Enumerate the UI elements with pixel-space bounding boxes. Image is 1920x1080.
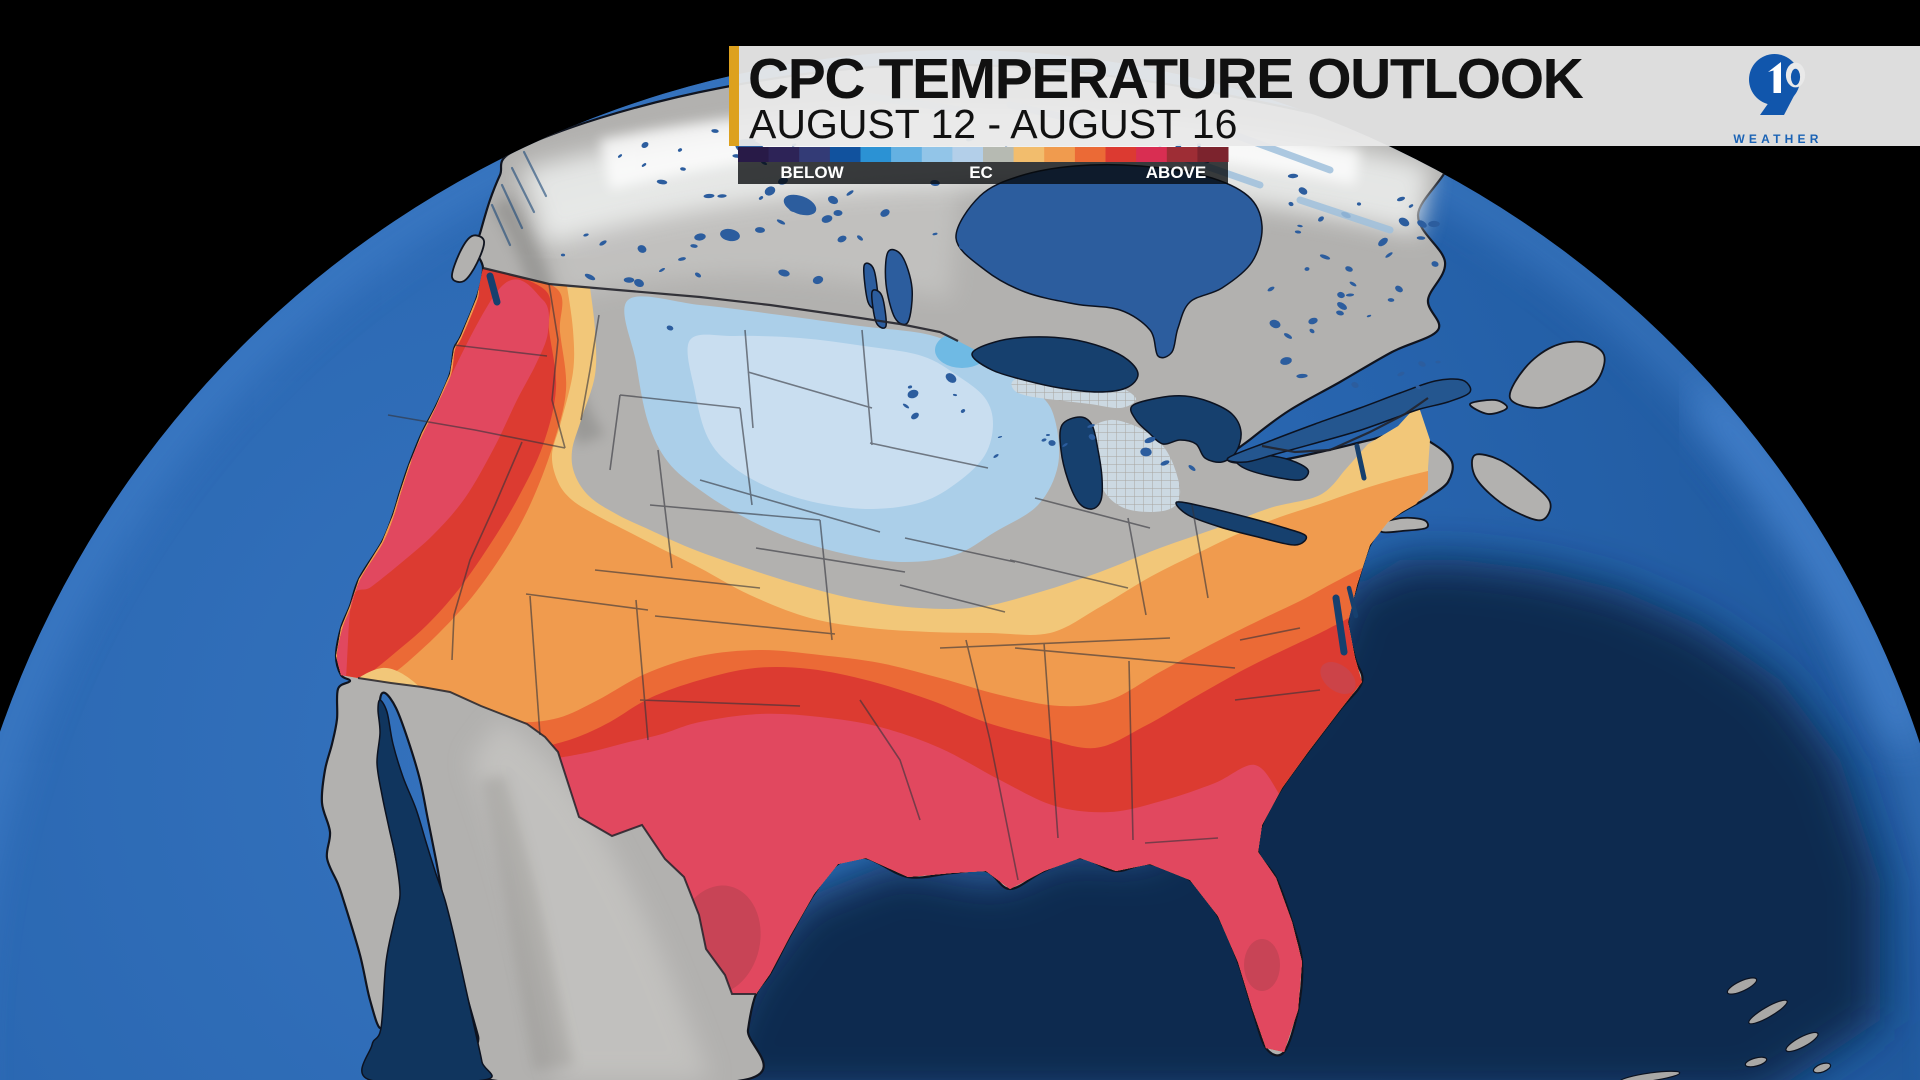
svg-text:AUGUST 12 - AUGUST 16: AUGUST 12 - AUGUST 16 bbox=[749, 101, 1237, 147]
svg-text:ABOVE: ABOVE bbox=[1146, 163, 1206, 182]
svg-text:WEATHER: WEATHER bbox=[1733, 132, 1822, 146]
svg-text:CPC TEMPERATURE OUTLOOK: CPC TEMPERATURE OUTLOOK bbox=[748, 47, 1584, 111]
svg-text:EC: EC bbox=[969, 163, 993, 182]
svg-text:BELOW: BELOW bbox=[780, 163, 844, 182]
